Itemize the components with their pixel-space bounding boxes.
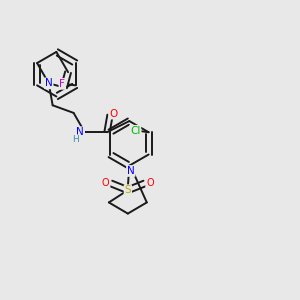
Text: O: O xyxy=(146,178,154,188)
Text: H: H xyxy=(72,135,79,144)
Text: N: N xyxy=(76,127,84,137)
Text: S: S xyxy=(124,185,131,195)
Text: O: O xyxy=(102,178,110,188)
Text: Cl: Cl xyxy=(130,126,140,136)
Text: O: O xyxy=(110,109,118,118)
Text: N: N xyxy=(45,78,52,88)
Text: N: N xyxy=(127,166,135,176)
Text: F: F xyxy=(59,79,65,89)
